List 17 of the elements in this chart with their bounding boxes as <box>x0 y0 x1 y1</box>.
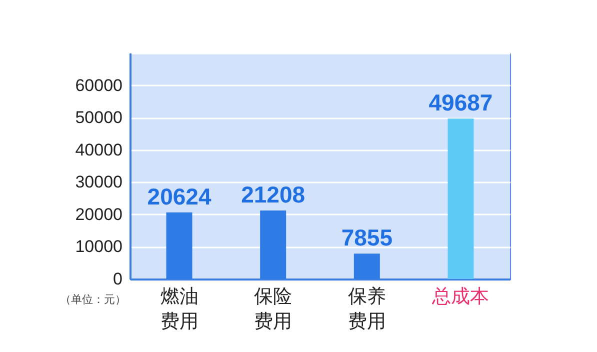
bar <box>448 118 474 279</box>
data-label: 20624 <box>147 183 212 210</box>
data-label: 21208 <box>241 182 306 208</box>
data-label: 49687 <box>428 90 493 116</box>
data-label: 7855 <box>341 224 393 251</box>
y-tick-label: 60000 <box>75 76 122 95</box>
text: （单位：元） <box>60 293 126 306</box>
x-tick-label: 保养费用 <box>348 286 386 332</box>
x-tick-label: 保险费用 <box>254 286 292 332</box>
y-tick-label: 30000 <box>75 172 122 192</box>
y-tick-label: 40000 <box>75 140 122 160</box>
y-tick-label: 50000 <box>75 108 122 128</box>
y-tick-label: 0 <box>113 270 122 288</box>
y-tick-label: 20000 <box>75 204 122 224</box>
y-tick-label: 10000 <box>75 237 122 256</box>
x-tick-label: 燃油费用 <box>160 286 198 332</box>
x-tick-label: 总成本 <box>431 286 490 308</box>
